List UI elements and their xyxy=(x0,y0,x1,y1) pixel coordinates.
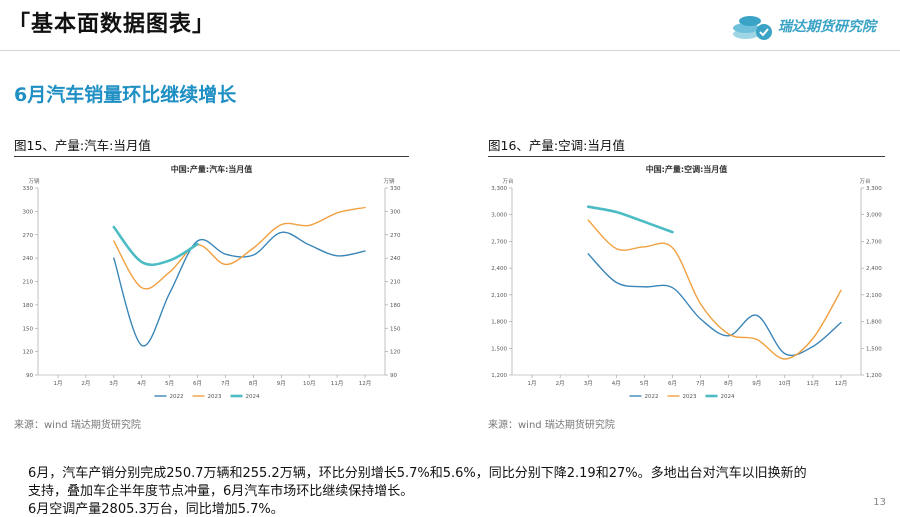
y-tick-label-left: 1,800 xyxy=(491,320,507,326)
y-tick-label-right: 120 xyxy=(390,350,401,356)
y-tick-label-left: 3,000 xyxy=(491,213,507,219)
y-tick-label-right: 1,800 xyxy=(866,320,882,326)
y-tick-label-right: 2,400 xyxy=(866,266,882,272)
x-tick-label: 5月 xyxy=(165,380,174,387)
x-tick-label: 3月 xyxy=(584,380,593,387)
y-tick-label-left: 270 xyxy=(23,233,34,239)
y-axis-unit-left: 万辆 xyxy=(28,177,40,185)
series-line-2022 xyxy=(588,254,841,356)
legend-label-2022: 2022 xyxy=(170,394,184,400)
y-tick-label-right: 240 xyxy=(390,256,401,262)
series-line-2023 xyxy=(588,220,841,359)
y-tick-label-right: 3,000 xyxy=(866,213,882,219)
chart-title: 中国:产量:空调:当月值 xyxy=(646,164,728,174)
y-tick-label-left: 2,400 xyxy=(491,266,507,272)
x-tick-label: 1月 xyxy=(53,380,62,387)
figure-15-source: 来源：wind 瑞达期货研究院 xyxy=(14,416,141,431)
figure-16-label: 图16、产量:空调:当月值 xyxy=(488,135,625,154)
x-tick-label: 12月 xyxy=(835,380,848,387)
y-tick-label-left: 2,700 xyxy=(491,239,507,245)
series-line-2024 xyxy=(588,207,672,232)
legend-label-2023: 2023 xyxy=(683,394,697,400)
page-header-title: 「基本面数据图表」 xyxy=(8,6,215,38)
chart-title: 中国:产量:汽车:当月值 xyxy=(171,164,253,174)
y-tick-label-right: 180 xyxy=(390,303,401,309)
y-tick-label-right: 300 xyxy=(390,209,401,215)
y-axis-unit-left: 万台 xyxy=(502,177,514,185)
y-tick-label-left: 210 xyxy=(23,280,34,286)
x-tick-label: 6月 xyxy=(193,380,202,387)
y-tick-label-left: 330 xyxy=(23,186,34,192)
series-line-2022 xyxy=(114,232,365,346)
x-tick-label: 9月 xyxy=(277,380,286,387)
x-tick-label: 7月 xyxy=(221,380,230,387)
legend-label-2022: 2022 xyxy=(645,394,659,400)
x-tick-label: 1月 xyxy=(528,380,537,387)
x-tick-label: 4月 xyxy=(137,380,146,387)
y-tick-label-right: 210 xyxy=(390,280,401,286)
y-tick-label-left: 240 xyxy=(23,256,34,262)
y-axis-unit-right: 万台 xyxy=(859,177,871,185)
x-tick-label: 2月 xyxy=(556,380,565,387)
y-tick-label-right: 1,500 xyxy=(866,346,882,352)
x-tick-label: 4月 xyxy=(612,380,621,387)
x-tick-label: 3月 xyxy=(109,380,118,387)
y-tick-label-left: 3,300 xyxy=(491,186,507,192)
figure-16-source: 来源：wind 瑞达期货研究院 xyxy=(488,416,615,431)
body-text-line-1: 6月，汽车产销分别完成250.7万辆和255.2万辆，环比分别增长5.7%和5.… xyxy=(28,462,888,481)
x-tick-label: 2月 xyxy=(81,380,90,387)
body-text-line-3: 6月空调产量2805.3万台，同比增加5.7%。 xyxy=(28,498,888,517)
y-tick-label-left: 2,100 xyxy=(491,293,507,299)
y-tick-label-right: 3,300 xyxy=(866,186,882,192)
x-tick-label: 7月 xyxy=(696,380,705,387)
brand-logo-text: 瑞达期货研究院 xyxy=(778,16,876,36)
figure-15-divider xyxy=(14,156,409,157)
header-divider xyxy=(0,50,900,51)
y-axis-unit-right: 万辆 xyxy=(383,177,395,185)
figure-16-divider xyxy=(488,156,885,157)
x-tick-label: 5月 xyxy=(640,380,649,387)
legend-label-2024: 2024 xyxy=(721,394,735,400)
x-tick-label: 11月 xyxy=(331,380,344,387)
x-tick-label: 9月 xyxy=(752,380,761,387)
y-tick-label-left: 150 xyxy=(23,326,34,332)
x-tick-label: 10月 xyxy=(779,380,792,387)
section-title: 6月汽车销量环比继续增长 xyxy=(14,80,236,107)
y-tick-label-right: 270 xyxy=(390,233,401,239)
page-number: 13 xyxy=(873,497,886,508)
y-tick-label-left: 1,200 xyxy=(491,373,507,379)
y-tick-label-right: 150 xyxy=(390,326,401,332)
x-tick-label: 12月 xyxy=(359,380,372,387)
y-tick-label-right: 2,700 xyxy=(866,239,882,245)
series-line-2023 xyxy=(114,208,365,289)
x-tick-label: 6月 xyxy=(668,380,677,387)
x-tick-label: 8月 xyxy=(724,380,733,387)
x-tick-label: 8月 xyxy=(249,380,258,387)
y-tick-label-left: 1,500 xyxy=(491,346,507,352)
x-tick-label: 11月 xyxy=(807,380,820,387)
figure-15-label: 图15、产量:汽车:当月值 xyxy=(14,135,151,154)
x-tick-label: 10月 xyxy=(303,380,316,387)
y-tick-label-left: 120 xyxy=(23,350,34,356)
y-tick-label-right: 2,100 xyxy=(866,293,882,299)
y-tick-label-right: 330 xyxy=(390,186,401,192)
y-tick-label-left: 300 xyxy=(23,209,34,215)
body-text-line-2: 支持，叠加车企半年度节点冲量，6月汽车市场环比继续保持增长。 xyxy=(28,480,888,499)
y-tick-label-left: 90 xyxy=(26,373,33,379)
y-tick-label-right: 1,200 xyxy=(866,373,882,379)
legend-label-2024: 2024 xyxy=(246,394,260,400)
y-tick-label-right: 90 xyxy=(390,373,397,379)
legend-label-2023: 2023 xyxy=(208,394,222,400)
y-tick-label-left: 180 xyxy=(23,303,34,309)
